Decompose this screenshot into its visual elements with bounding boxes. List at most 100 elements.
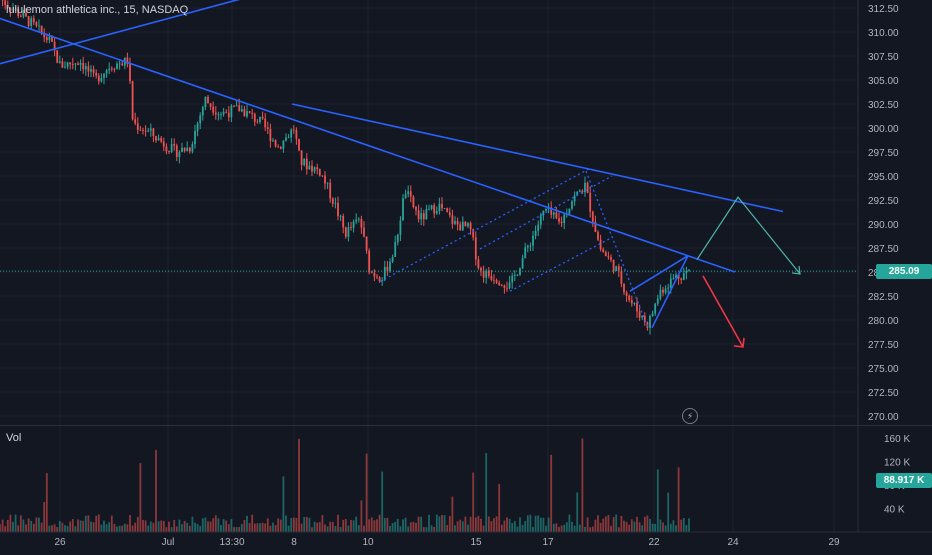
last-volume-badge: 88.917 K bbox=[876, 473, 932, 488]
candle-body bbox=[176, 146, 178, 157]
volume-bar bbox=[246, 516, 248, 532]
volume-tick-label: 120 K bbox=[884, 457, 910, 468]
candle-body bbox=[189, 148, 191, 152]
candle-body bbox=[106, 70, 108, 73]
candle-body bbox=[355, 220, 357, 222]
candle-body bbox=[361, 219, 363, 228]
volume-bar bbox=[199, 526, 201, 532]
pane-divider[interactable] bbox=[0, 425, 932, 426]
volume-bar bbox=[176, 526, 178, 532]
symbol-title[interactable]: lululemon athletica inc., 15, NASDAQ bbox=[6, 4, 188, 16]
candle-body bbox=[251, 113, 253, 114]
price-tick-label: 277.50 bbox=[868, 340, 899, 351]
candle-body bbox=[608, 256, 610, 257]
volume-bar bbox=[303, 517, 305, 532]
candle-body bbox=[348, 227, 350, 237]
candle-body bbox=[88, 66, 90, 71]
candle-body bbox=[511, 276, 513, 282]
volume-bar bbox=[129, 515, 131, 532]
trendline bbox=[292, 104, 783, 212]
volume-bar bbox=[496, 516, 498, 532]
candle-body bbox=[111, 69, 113, 70]
volume-bar bbox=[93, 522, 95, 532]
candle-body bbox=[233, 106, 235, 107]
volume-bar bbox=[285, 516, 287, 532]
volume-bar bbox=[119, 526, 121, 532]
volume-bar bbox=[597, 515, 599, 532]
volume-bar bbox=[595, 520, 597, 532]
volume-bar bbox=[636, 517, 638, 532]
volume-bar bbox=[418, 517, 420, 532]
volume-bar bbox=[20, 515, 22, 532]
candle-body bbox=[228, 113, 230, 117]
candle-body bbox=[600, 240, 602, 250]
candle-body bbox=[498, 283, 500, 285]
projection-up-path bbox=[697, 197, 800, 274]
candle-body bbox=[262, 117, 264, 119]
candle-body bbox=[85, 66, 87, 69]
candle-body bbox=[345, 227, 347, 236]
volume-bar bbox=[0, 524, 1, 532]
candle-body bbox=[64, 67, 66, 68]
candle-body bbox=[540, 215, 542, 225]
volume-bar bbox=[316, 523, 318, 532]
volume-bar bbox=[28, 518, 30, 532]
volume-bar bbox=[72, 519, 74, 532]
volume-bar bbox=[251, 515, 253, 532]
candle-body bbox=[634, 303, 636, 304]
volume-bar bbox=[371, 517, 373, 532]
candle-body bbox=[186, 148, 188, 151]
candle-body bbox=[98, 76, 100, 82]
volume-bar bbox=[77, 520, 79, 532]
candle-body bbox=[166, 147, 168, 151]
volume-bar bbox=[163, 521, 165, 532]
candle-body bbox=[413, 197, 415, 207]
volume-bar bbox=[566, 522, 568, 532]
lightning-icon[interactable]: ⚡ bbox=[682, 408, 698, 424]
volume-bar bbox=[137, 517, 139, 532]
price-tick-label: 310.00 bbox=[868, 28, 899, 39]
volume-bar bbox=[98, 514, 100, 532]
candle-body bbox=[517, 275, 519, 276]
candle-body bbox=[376, 277, 378, 278]
volume-bar bbox=[524, 521, 526, 532]
volume-bar bbox=[454, 525, 456, 532]
candle-body bbox=[452, 215, 454, 224]
candle-body bbox=[140, 130, 142, 131]
volume-bar bbox=[587, 517, 589, 532]
volume-bar bbox=[431, 525, 433, 532]
candle-body bbox=[545, 209, 547, 211]
candle-body bbox=[218, 114, 220, 115]
volume-bar bbox=[634, 522, 636, 532]
volume-bar bbox=[207, 521, 209, 532]
candle-body bbox=[293, 130, 295, 131]
candle-body bbox=[142, 130, 144, 131]
volume-bar bbox=[225, 521, 227, 532]
volume-bar bbox=[493, 518, 495, 532]
volume-bar bbox=[116, 527, 118, 532]
volume-bar bbox=[485, 453, 487, 532]
volume-bar bbox=[43, 502, 45, 532]
volume-bar bbox=[602, 519, 604, 532]
candle-body bbox=[90, 69, 92, 71]
volume-bar bbox=[132, 526, 134, 532]
volume-bar bbox=[366, 454, 368, 532]
volume-bar bbox=[75, 526, 77, 532]
candle-body bbox=[277, 147, 279, 148]
candle-body bbox=[59, 61, 61, 62]
volume-bar bbox=[62, 523, 64, 532]
candle-body bbox=[150, 129, 152, 131]
candle-body bbox=[415, 207, 417, 210]
volume-tick-label: 40 K bbox=[884, 504, 905, 515]
projection-down-path bbox=[703, 276, 743, 347]
volume-bar bbox=[51, 525, 53, 532]
candle-body bbox=[374, 273, 376, 277]
candle-body bbox=[244, 109, 246, 116]
candle-body bbox=[522, 258, 524, 268]
volume-bar bbox=[33, 524, 35, 532]
candle-body bbox=[301, 150, 303, 165]
volume-bar bbox=[571, 522, 573, 532]
candle-body bbox=[553, 213, 555, 215]
